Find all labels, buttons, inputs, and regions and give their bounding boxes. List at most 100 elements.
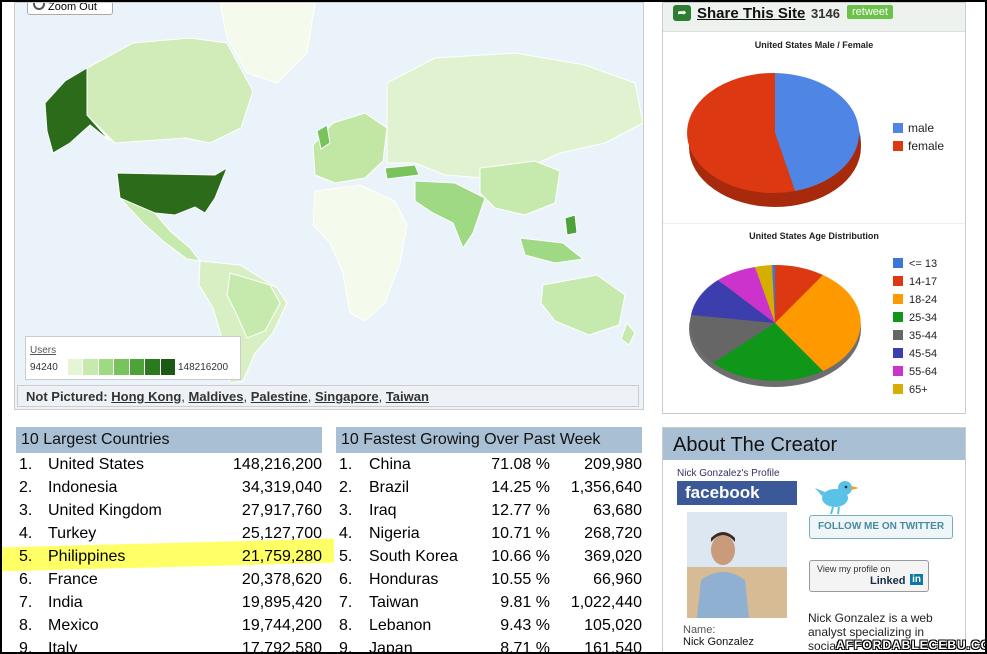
table-row: 4. Turkey 25,127,700 [16,522,322,545]
user-count: 268,720 [584,525,642,542]
world-map[interactable] [15,3,643,383]
table-row: 1. China 71.08 % 209,980 [336,453,642,476]
legend-color-step [83,359,99,375]
country-name: Honduras [369,571,439,588]
legend-swatch [893,276,903,286]
site-watermark: AFFORDABLECEBU.COM [836,638,987,652]
creator-bio: Nick Gonzalez is a web analyst specializ… [808,611,933,653]
age-legend-item: 55-64 [893,366,937,378]
user-count: 161,540 [584,640,642,654]
facebook-profile-link[interactable]: Nick Gonzalez's Profile [677,468,780,479]
row-rank: 3. [339,502,353,519]
country-name: Italy [48,640,78,654]
growth-percent: 71.08 % [491,456,550,473]
retweet-button[interactable]: retweet [847,5,894,19]
country-name: Japan [369,640,413,654]
country-name: Mexico [48,617,99,634]
user-count: 369,020 [584,548,642,565]
not-pictured-link[interactable]: Singapore [315,389,379,404]
legend-color-step [98,359,115,375]
age-legend-item: 18-24 [893,294,937,306]
legend-label: female [908,139,945,153]
twitter-bird-icon[interactable] [813,476,861,516]
user-count: 209,980 [584,456,642,473]
country-name: China [369,456,411,473]
row-rank: 4. [339,525,353,542]
facebook-badge[interactable]: facebook [677,481,797,505]
age-pie-chart [689,265,861,387]
row-rank: 9. [19,640,33,654]
row-rank: 2. [339,479,353,496]
fastest-growing-rows: 1. China 71.08 % 209,980 2. Brazil 14.25 % 1,35… [336,453,642,654]
linkedin-profile-button[interactable]: View my profile on Linked in [809,560,929,592]
user-count: 1,356,640 [570,479,642,496]
not-pictured-link[interactable]: Taiwan [385,389,429,404]
linkedin-brand: Linked [870,575,906,587]
row-rank: 6. [339,571,353,588]
country-name: Brazil [369,479,410,496]
user-count: 21,759,280 [241,548,322,565]
table-row: 7. India 19,895,420 [16,591,322,614]
legend-swatch [893,384,903,394]
legend-swatch [893,348,903,358]
linkedin-caption: View my profile on [817,564,891,574]
legend-label: 45-54 [909,348,938,360]
row-rank: 9. [339,640,353,654]
legend-color-scale [68,359,176,375]
legend-label: 65+ [909,384,928,396]
fastest-growing-title: 10 Fastest Growing Over Past Week [336,427,642,453]
table-row: 8. Mexico 19,744,200 [16,614,322,637]
gender-legend-male: male [893,121,934,135]
row-rank: 7. [339,594,353,611]
country-name: France [48,571,98,588]
about-creator-panel: About The Creator Nick Gonzalez's Profil… [662,427,966,653]
pie-slice-18-24 [775,275,861,371]
share-link[interactable]: Share This Site [697,5,806,22]
legend-min: 94240 [30,362,58,373]
legend-swatch [893,294,903,304]
user-count: 20,378,620 [241,571,322,588]
table-row: 1. United States 148,216,200 [16,453,322,476]
country-name: South Korea [369,548,458,565]
legend-label: <= 13 [909,258,938,270]
country-name: India [48,594,83,611]
not-pictured-link[interactable]: Hong Kong [111,389,182,404]
largest-countries-table: 10 Largest Countries 1. United States 148,… [16,427,322,654]
legend-label: 55-64 [909,366,938,378]
legend-label: 18-24 [909,294,938,306]
growth-percent: 10.71 % [491,525,550,542]
age-legend-item: 65+ [893,384,928,396]
pie-slice-65-plus [755,265,775,323]
largest-countries-title: 10 Largest Countries [16,427,322,453]
follow-twitter-button[interactable]: FOLLOW ME ON TWITTER [809,515,953,539]
largest-countries-rows: 1. United States 148,216,200 2. Indonesia 34,… [16,453,322,654]
country-name: Nigeria [369,525,420,542]
not-pictured-label: Not Pictured: [26,389,108,404]
share-icon[interactable]: ➦ [673,5,691,21]
share-bar: ➦ Share This Site 3146 retweet [663,3,965,32]
growth-percent: 14.25 % [491,479,550,496]
legend-swatch [893,123,903,133]
not-pictured-link[interactable]: Maldives [188,389,244,404]
name-label: Name: [683,624,716,636]
age-chart-title: United States Age Distribution [749,231,879,241]
zoom-out-button[interactable]: Zoom Out [27,3,113,15]
country-name: Indonesia [48,479,118,496]
user-count: 17,792,580 [241,640,322,654]
row-rank: 1. [19,456,33,473]
country-name: Iraq [369,502,397,519]
age-pie-slices [690,265,861,381]
creator-name: Nick Gonzalez [683,636,754,648]
user-count: 1,022,440 [570,594,642,611]
legend-color-step [114,359,130,375]
not-pictured-link[interactable]: Palestine [250,389,308,404]
user-count: 19,895,420 [241,594,322,611]
pie-slice-female [687,72,795,193]
row-rank: 8. [19,617,33,634]
country-name: United Kingdom [48,502,162,519]
table-row: 9. Japan 8.71 % 161,540 [336,637,642,654]
row-rank: 8. [339,617,353,634]
table-row: 2. Brazil 14.25 % 1,356,640 [336,476,642,499]
pie-slice-35-44 [690,315,775,363]
